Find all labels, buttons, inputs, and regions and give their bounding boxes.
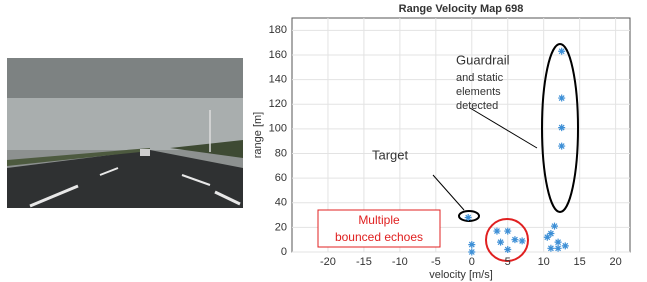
chart-title: Range Velocity Map 698 [399,3,524,15]
x-tick-label: 15 [574,256,586,268]
annotation: Guardrail [456,52,510,67]
point [558,143,565,150]
point [497,239,504,246]
x-tick-label: -20 [320,256,336,268]
x-tick-label: 5 [505,256,511,268]
x-axis-label: velocity [m/s] [429,269,493,281]
annotation: bounced echoes [335,230,423,244]
point [558,95,565,102]
y-tick-label: 160 [269,49,287,61]
y-axis-label: range [m] [252,112,264,158]
point [493,228,500,235]
point [511,236,518,243]
y-tick-label: 60 [275,172,287,184]
annotation: and static [456,72,504,84]
road-photo [7,58,243,208]
point [544,234,551,241]
point [558,124,565,131]
point [468,249,475,256]
y-tick-label: 140 [269,73,287,85]
point [555,245,562,252]
x-tick-label: 0 [469,256,475,268]
y-tick-label: 80 [275,147,287,159]
y-tick-label: 0 [281,246,287,258]
x-tick-label: 20 [609,256,621,268]
y-tick-label: 40 [275,197,287,209]
point [551,223,558,230]
point [547,245,554,252]
point [555,239,562,246]
y-tick-label: 120 [269,98,287,110]
y-tick-label: 20 [275,221,287,233]
point [519,237,526,244]
annotation: Target [372,147,409,162]
point [504,228,511,235]
point [468,241,475,248]
y-tick-label: 180 [269,24,287,36]
y-tick-label: 100 [269,123,287,135]
x-tick-label: -5 [431,256,441,268]
point [562,242,569,249]
annotation: Multiple [358,213,400,227]
point [504,246,511,253]
x-tick-label: 10 [538,256,550,268]
x-tick-label: -10 [392,256,408,268]
point [465,214,472,221]
x-tick-label: -15 [356,256,372,268]
annotation: detected [456,100,498,112]
page: Range Velocity Map 698 velocity [m/s] ra… [0,0,647,282]
annotation: elements [456,86,501,98]
point [558,48,565,55]
